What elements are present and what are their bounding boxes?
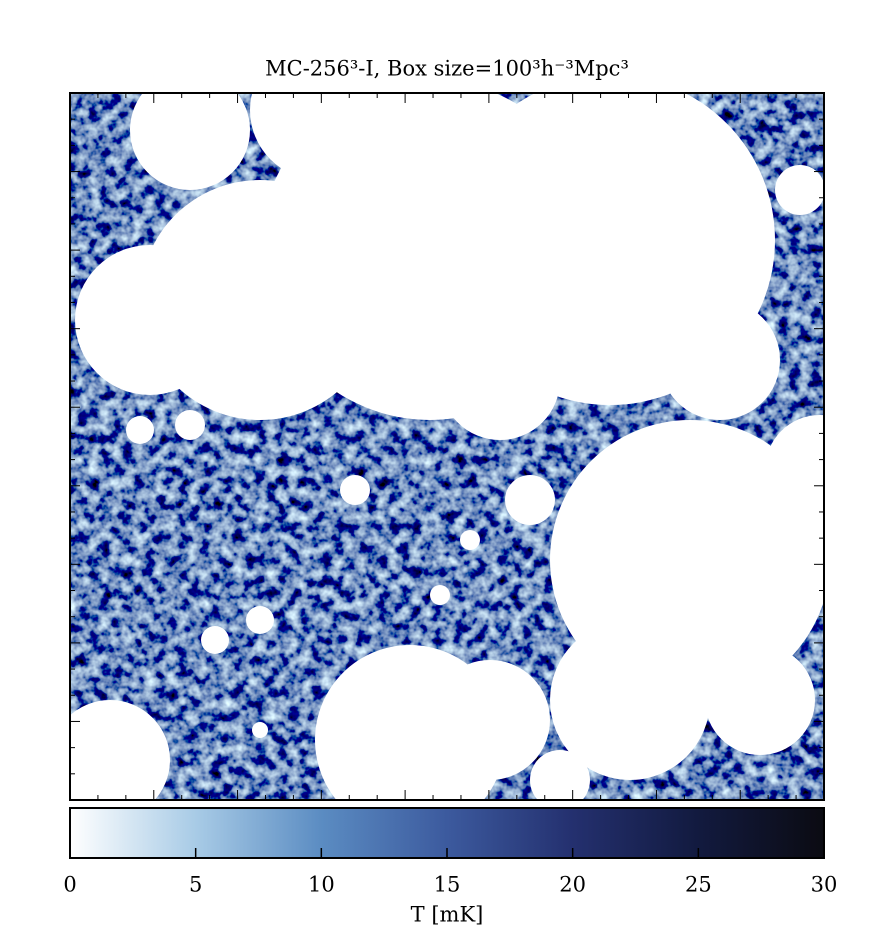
chart-title: MC-256³-I, Box size=100³h⁻³Mpc³	[265, 57, 629, 81]
colorbar-label: T [mK]	[411, 903, 484, 927]
colorbar-tick-label: 25	[685, 873, 712, 897]
map-frame	[69, 92, 825, 801]
ionized-regions	[70, 93, 824, 800]
temperature-map	[70, 93, 824, 800]
colorbar-tick-label: 5	[189, 873, 202, 897]
colorbar-tick-label: 30	[811, 873, 838, 897]
colorbar-tick-label: 20	[559, 873, 586, 897]
colorbar-tick-label: 0	[63, 873, 76, 897]
frame-ticks	[70, 93, 824, 800]
colorbar-tick-label: 10	[308, 873, 335, 897]
colorbar-tick-label: 15	[434, 873, 461, 897]
